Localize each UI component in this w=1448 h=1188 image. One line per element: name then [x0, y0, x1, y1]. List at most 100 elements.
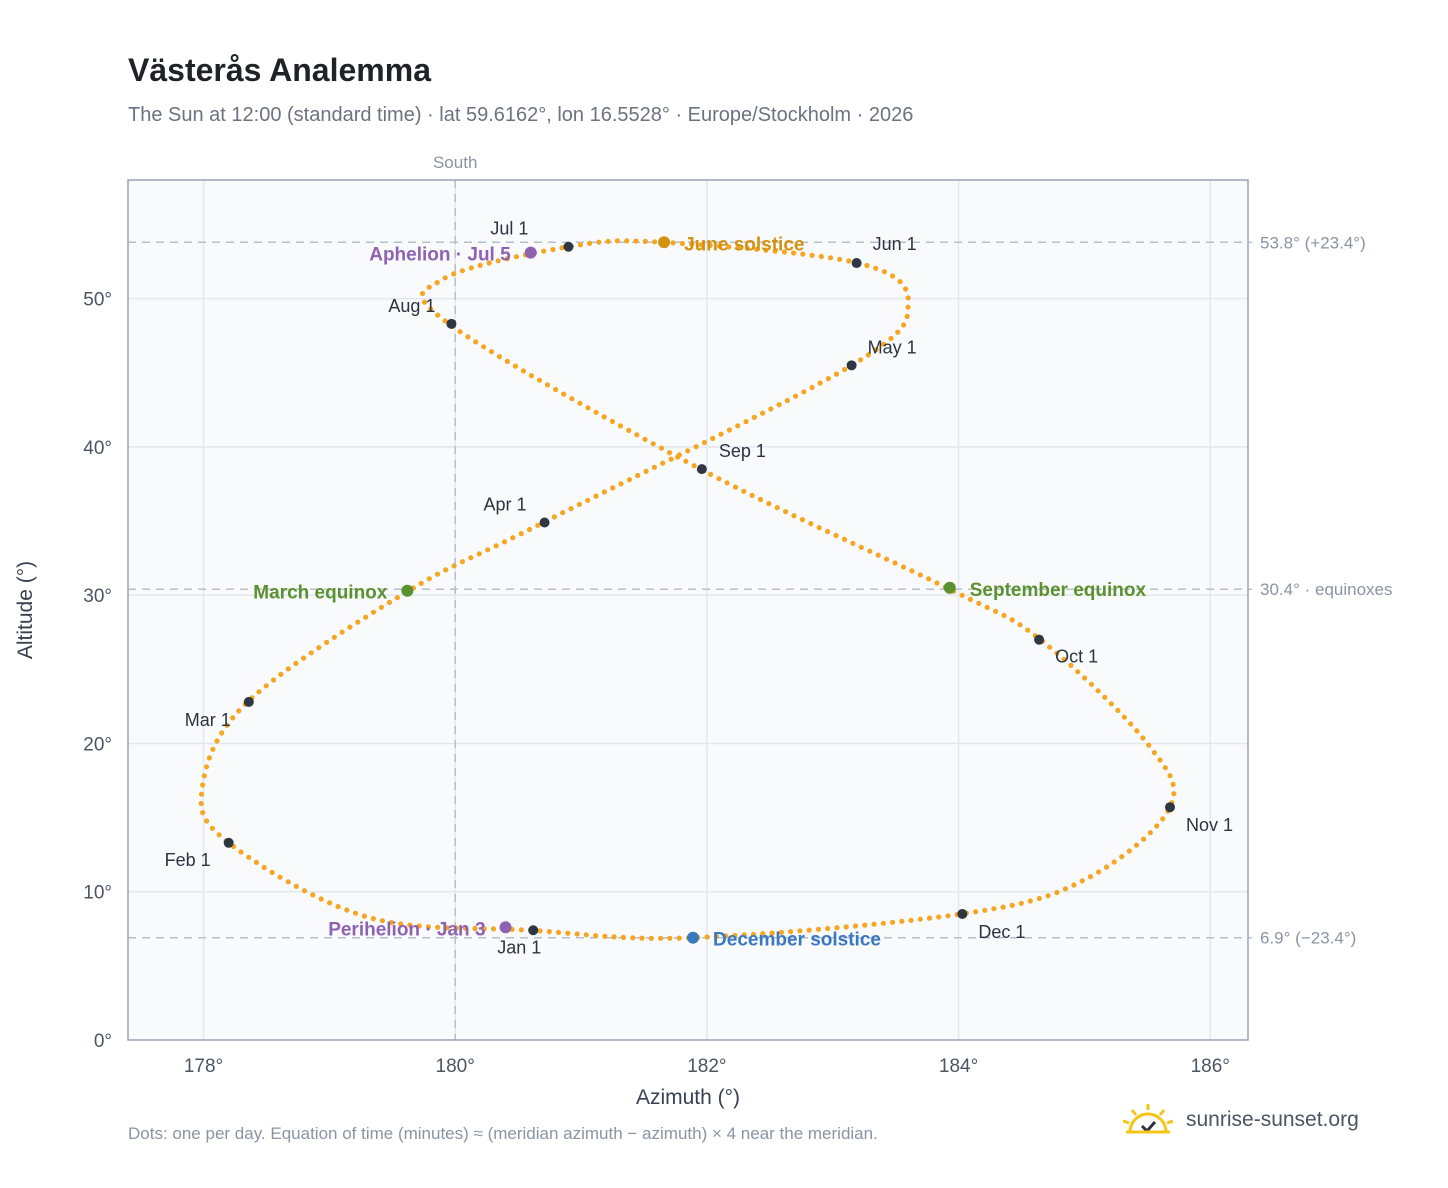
daily-sun-dot [352, 910, 359, 916]
daily-sun-dot [583, 932, 589, 938]
daily-sun-dot [905, 295, 911, 301]
daily-sun-dot [788, 929, 794, 935]
month-marker-label: Mar 1 [185, 710, 231, 730]
daily-sun-dot [1068, 662, 1074, 669]
daily-sun-dot [504, 358, 510, 364]
daily-sun-dot [481, 344, 487, 350]
daily-sun-dot [744, 245, 750, 251]
daily-sun-dot [781, 249, 788, 255]
daily-sun-dot [901, 322, 907, 328]
daily-sun-dot [535, 522, 541, 528]
month-marker-label: Feb 1 [165, 850, 211, 870]
daily-sun-dot [833, 371, 840, 377]
daily-sun-dot [1000, 904, 1006, 910]
daily-sun-dot [875, 552, 881, 558]
reference-line-label: 53.8° (+23.4°) [1260, 233, 1366, 252]
daily-sun-dot [526, 526, 533, 533]
daily-sun-dot [216, 832, 222, 838]
daily-sun-dot [224, 722, 230, 728]
event-marker-label: March equinox [253, 583, 388, 604]
month-marker-dot [851, 258, 862, 269]
daily-sun-dot [1088, 681, 1094, 687]
daily-sun-dot [465, 334, 471, 340]
month-marker-dot [446, 318, 457, 329]
footnote: Dots: one per day. Equation of time (min… [128, 1124, 878, 1143]
daily-sun-dot [585, 405, 591, 411]
daily-sun-dot [473, 339, 479, 345]
daily-sun-dot [518, 927, 525, 933]
daily-sun-dot [772, 248, 778, 254]
daily-sun-dot [1054, 650, 1060, 656]
daily-sun-dot [827, 255, 834, 261]
daily-sun-dot [718, 431, 724, 437]
daily-sun-dot [768, 406, 774, 412]
y-tick-label: 20° [83, 734, 112, 755]
daily-sun-dot [370, 609, 377, 615]
daily-sun-dot [493, 543, 499, 549]
daily-sun-dot [881, 341, 887, 347]
daily-sun-dot [344, 907, 350, 913]
daily-sun-dot [198, 791, 205, 797]
daily-sun-dot [841, 536, 848, 543]
daily-sun-dot [378, 604, 384, 610]
daily-sun-dot [634, 432, 640, 438]
daily-sun-dot [825, 376, 832, 382]
daily-sun-dot [908, 917, 914, 923]
daily-sun-dot [1171, 791, 1177, 797]
daily-sun-dot [468, 265, 474, 271]
daily-sun-dot [1170, 781, 1176, 788]
daily-sun-dot [904, 313, 910, 319]
daily-sun-dot [308, 650, 314, 656]
daily-sun-dot [766, 501, 772, 507]
daily-sun-dot [797, 928, 803, 934]
daily-sun-dot [555, 929, 562, 936]
sun-logo-icon [1122, 1104, 1174, 1134]
daily-sun-dot [1095, 688, 1101, 694]
daily-sun-dot [846, 258, 852, 264]
analemma-chart: 53.8° (+23.4°) 30.4° · equinoxes 6.9° (−23… [14, 153, 1393, 1109]
daily-sun-dot [459, 559, 465, 565]
daily-sun-dot [1119, 854, 1125, 860]
daily-sun-dot [204, 818, 210, 824]
daily-sun-dot [1025, 627, 1031, 633]
daily-sun-dot [735, 245, 741, 251]
daily-sun-dot [888, 335, 894, 342]
daily-sun-dot [444, 925, 450, 931]
daily-sun-dot [778, 929, 785, 935]
daily-sun-dot [867, 548, 873, 554]
event-marker-label: Perihelion · Jan 3 [328, 919, 485, 940]
daily-sun-dot [865, 352, 872, 358]
daily-sun-dot [1121, 714, 1127, 720]
daily-sun-dot [642, 436, 648, 442]
daily-sun-dot [685, 448, 691, 454]
reference-line-label: 6.9° (−23.4°) [1260, 929, 1356, 948]
daily-sun-dot [783, 509, 789, 515]
daily-sun-dot [481, 926, 487, 932]
daily-sun-dot [670, 240, 676, 246]
daily-sun-dot [230, 715, 236, 721]
daily-sun-dot [708, 471, 714, 477]
daily-sun-dot [701, 439, 708, 446]
daily-sun-dot [668, 456, 674, 462]
daily-sun-dot [890, 273, 896, 279]
daily-sun-dot [754, 246, 760, 252]
daily-sun-dot [774, 505, 780, 511]
daily-sun-dot [269, 869, 275, 876]
daily-sun-dot [698, 242, 704, 248]
daily-sun-dot [394, 595, 400, 601]
brand[interactable]: sunrise-sunset.org [1120, 1102, 1359, 1138]
daily-sun-dot [1111, 859, 1117, 865]
daily-sun-dot [1087, 874, 1094, 880]
daily-sun-dot [716, 243, 723, 249]
daily-sun-dot [324, 639, 330, 646]
daily-sun-dot [418, 580, 424, 586]
daily-sun-dot [917, 916, 923, 922]
daily-sun-dot [1134, 728, 1140, 734]
daily-sun-dot [984, 604, 990, 611]
daily-sun-dot [959, 592, 965, 598]
daily-sun-dot [945, 913, 951, 919]
daily-sun-dot [618, 481, 624, 487]
daily-sun-dot [435, 924, 441, 930]
daily-sun-dot [648, 935, 654, 941]
month-marker-label: Jan 1 [497, 937, 541, 957]
